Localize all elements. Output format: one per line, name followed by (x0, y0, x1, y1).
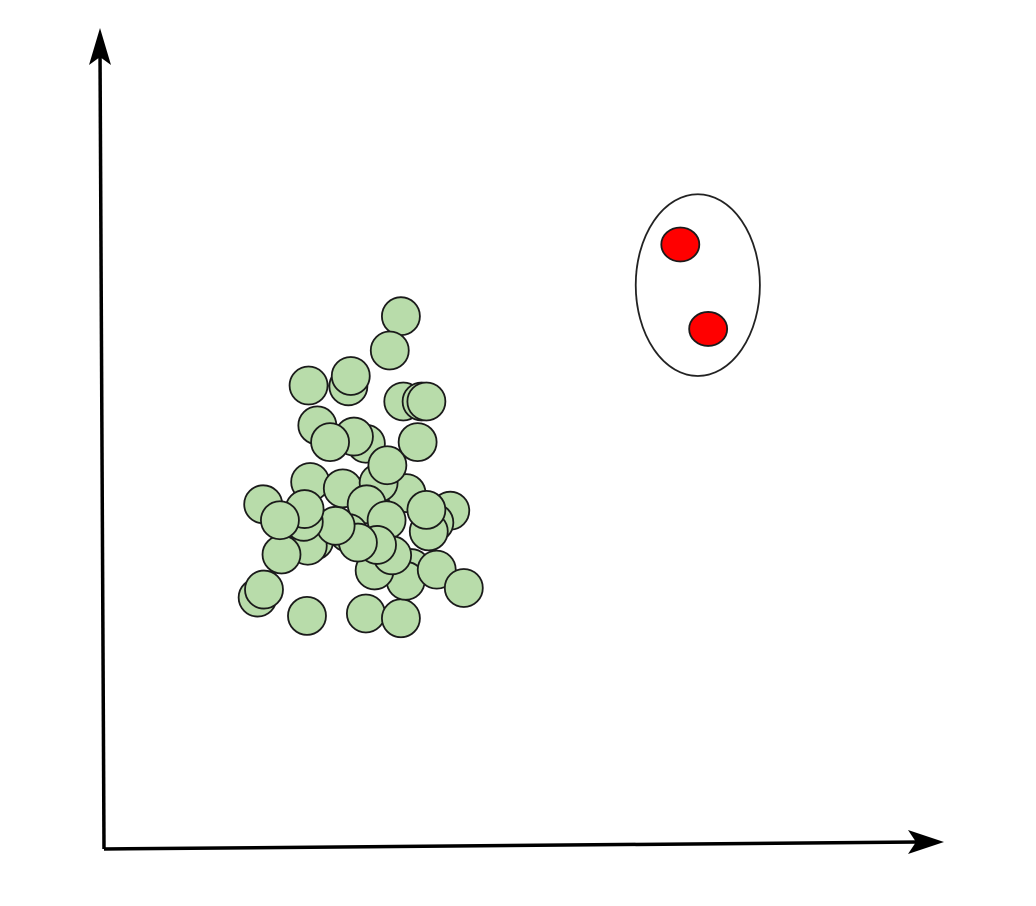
normal-point (369, 330, 410, 371)
normal-point (261, 534, 302, 575)
plot-marks (237, 193, 761, 639)
normal-point (244, 569, 284, 610)
y-axis-arrow (89, 28, 111, 65)
x-axis-line (103, 840, 921, 851)
normal-point (406, 489, 447, 530)
anomaly-group-ellipse (634, 193, 761, 377)
y-axis-line (98, 49, 106, 850)
normal-point (345, 593, 386, 634)
normal-point (381, 598, 421, 639)
anomaly-point (660, 226, 701, 263)
normal-point (397, 422, 438, 463)
normal-point (288, 365, 329, 406)
normal-point (381, 296, 421, 337)
normal-point (287, 595, 327, 636)
normal-point (443, 568, 484, 608)
normal-point (330, 356, 371, 396)
normal-point (367, 445, 408, 486)
anomaly-point (688, 311, 729, 347)
normal-point (310, 422, 350, 463)
normal-point (260, 500, 300, 541)
normal-point (406, 381, 447, 422)
x-axis-arrow (908, 830, 944, 854)
